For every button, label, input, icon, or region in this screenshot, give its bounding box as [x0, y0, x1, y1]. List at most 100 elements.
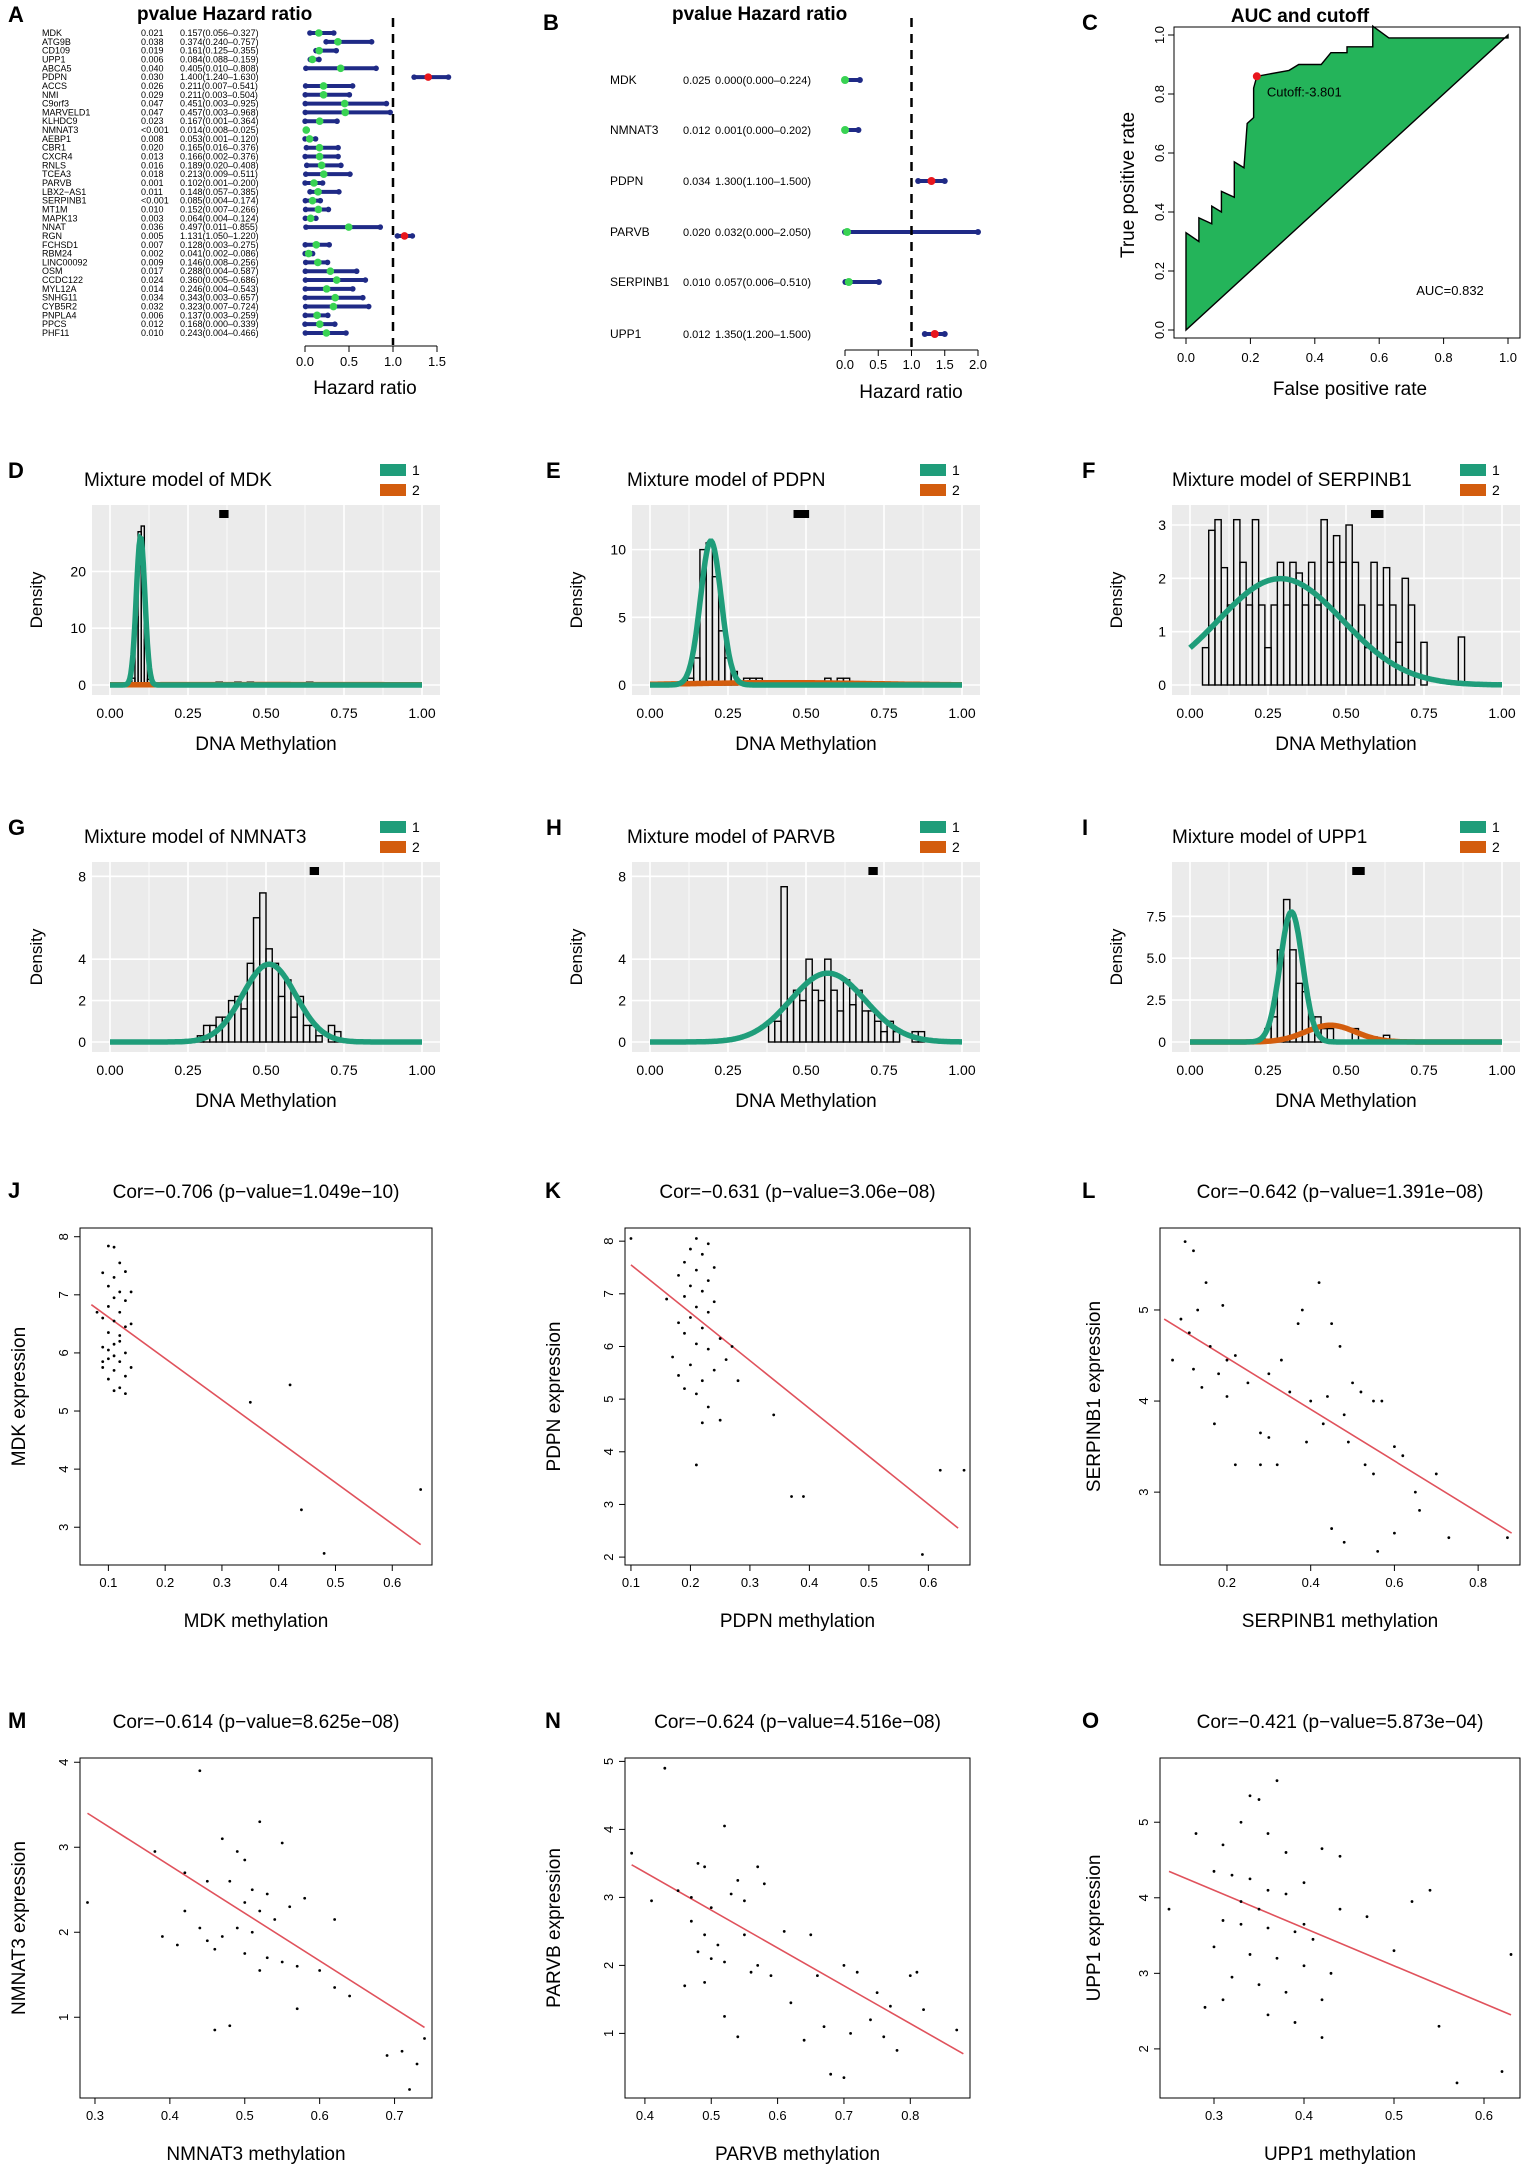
scatter-point: [205, 1879, 209, 1883]
scatter-point: [303, 1896, 307, 1900]
scatter-point: [1330, 1322, 1334, 1326]
panel-a-ci-cap: [360, 294, 366, 301]
scatter-point: [1230, 1873, 1234, 1877]
scatter-point: [1401, 1454, 1405, 1458]
panel-a-gene-label: MT1M: [42, 204, 68, 214]
scatter-point: [198, 1769, 202, 1773]
scatter-ylabel: SERPINB1 expression: [1084, 1301, 1105, 1492]
y-tick-label: 4: [1136, 1894, 1151, 1901]
y-tick-label: 4: [56, 1759, 71, 1766]
scatter-point: [683, 1260, 686, 1264]
legend-label-1: 1: [1492, 819, 1500, 835]
scatter-point: [273, 1918, 277, 1921]
y-tick-label: 2: [1158, 570, 1166, 586]
legend-swatch-1: [1460, 821, 1486, 833]
scatter-point: [1246, 1381, 1250, 1385]
scatter-point: [683, 1387, 686, 1391]
y-tick-label: 3: [601, 1501, 616, 1508]
panel-a-gene-label: NNAT: [42, 222, 66, 232]
scatter-point: [689, 1363, 692, 1367]
legend-swatch-1: [1460, 464, 1486, 476]
scatter-point: [183, 1871, 187, 1875]
scatter-point: [676, 1889, 680, 1892]
y-tick-label: 1: [601, 2030, 616, 2037]
panel-c-cutoff-label: Cutoff:-3.801: [1267, 84, 1342, 99]
scatter-point: [205, 1939, 209, 1943]
panel-b-estimate-point: [927, 177, 936, 185]
x-tick-label: 0.00: [1176, 1062, 1203, 1078]
mean-marker: [309, 867, 320, 875]
mixture-title: Mixture model of NMNAT3: [84, 827, 306, 848]
scatter-point: [124, 1270, 127, 1273]
x-tick-label: 0.8: [1469, 1575, 1487, 1590]
panel-a-pvalue: 0.023: [141, 116, 164, 126]
scatter-point: [1455, 2081, 1459, 2085]
scatter-point: [1437, 2024, 1441, 2028]
scatter-point: [1200, 1385, 1204, 1389]
panel-a-ci-cap: [377, 224, 384, 230]
panel-a-hr-text: 0.102(0.001–0.200): [180, 178, 259, 188]
panel-a-pvalue: 0.011: [141, 187, 163, 197]
panel-a-estimate-point: [315, 29, 323, 37]
x-tick-label: 0.75: [330, 705, 357, 721]
panel-a-estimate-point: [344, 223, 353, 231]
x-tick-label: 0.7: [835, 2108, 853, 2123]
scatter-xlabel: PDPN methylation: [720, 1611, 875, 1632]
regression-line: [90, 1304, 422, 1546]
y-tick-label: 2: [1136, 2045, 1151, 2052]
scatter-point: [1300, 1308, 1304, 1312]
scatter-point: [724, 1358, 728, 1362]
panel-a-ci-cap: [307, 189, 313, 195]
scatter-point: [243, 1952, 247, 1955]
scatter-point: [124, 1351, 127, 1355]
panel-n: N Cor=−0.624 (p−value=4.516e−08) 0.4 0.5 0.6…: [544, 1708, 971, 2165]
panel-a-pvalue: 0.003: [141, 213, 164, 223]
scatter-point: [1346, 1440, 1350, 1444]
scatter-point: [683, 1331, 686, 1335]
scatter-point: [106, 1357, 110, 1361]
panel-a-hr-text: 0.064(0.004–0.124): [180, 213, 259, 223]
panel-a-gene-label: MDK: [42, 28, 62, 38]
scatter-title: Cor=−0.624 (p−value=4.516e−08): [654, 1712, 941, 1733]
panel-a-ci-cap: [336, 189, 342, 195]
scatter-point: [348, 1994, 352, 1998]
scatter-point: [1239, 1922, 1243, 1926]
panel-a-gene-label: CCDC122: [42, 275, 83, 285]
scatter-point: [1167, 1907, 1171, 1911]
scatter-point: [333, 1986, 337, 1989]
mean-marker: [1352, 867, 1365, 875]
panel-a-estimate-point: [302, 126, 311, 134]
y-tick-label: 2.5: [1147, 992, 1167, 1008]
panel-a-hr-text: 0.146(0.008–0.256): [180, 257, 259, 267]
scatter-point: [1208, 1345, 1212, 1348]
panel-a-ci-cap: [302, 215, 309, 222]
scatter-point: [1359, 1390, 1363, 1394]
panel-b-gene-label: PDPN: [610, 174, 643, 188]
mean-marker: [868, 867, 878, 875]
scatter-point: [1302, 1881, 1306, 1885]
panel-a-gene-label: PHF11: [42, 328, 69, 338]
scatter-point: [782, 1930, 786, 1933]
x-tick-label: 0.75: [1410, 705, 1437, 721]
scatter-point: [712, 1266, 716, 1269]
scatter-point: [1309, 1399, 1313, 1403]
scatter-point: [962, 1468, 966, 1472]
scatter-point: [1248, 1953, 1252, 1956]
scatter-point: [1279, 1358, 1283, 1362]
x-tick-label: 0.6: [919, 1575, 937, 1590]
scatter-point: [1239, 1820, 1243, 1824]
scatter-point: [258, 1909, 262, 1913]
panel-a-ci-cap: [335, 153, 341, 160]
panel-a-hr-text: 0.168(0.000–0.339): [180, 319, 259, 329]
scatter-point: [790, 1495, 793, 1498]
y-tick-label: 8: [56, 1233, 71, 1240]
panel-a-ci-cap: [303, 65, 309, 72]
panel-a-ci-cap: [302, 241, 309, 248]
panel-a-gene-label: PPCS: [42, 319, 67, 329]
scatter-point: [1192, 1367, 1195, 1371]
panel-a-ci-cap: [319, 180, 326, 186]
scatter-xlabel: NMNAT3 methylation: [166, 2144, 345, 2165]
panel-a-tick-label: 1.5: [428, 354, 446, 369]
panel-a-ci-cap: [445, 74, 452, 80]
scatter-point: [101, 1316, 105, 1320]
